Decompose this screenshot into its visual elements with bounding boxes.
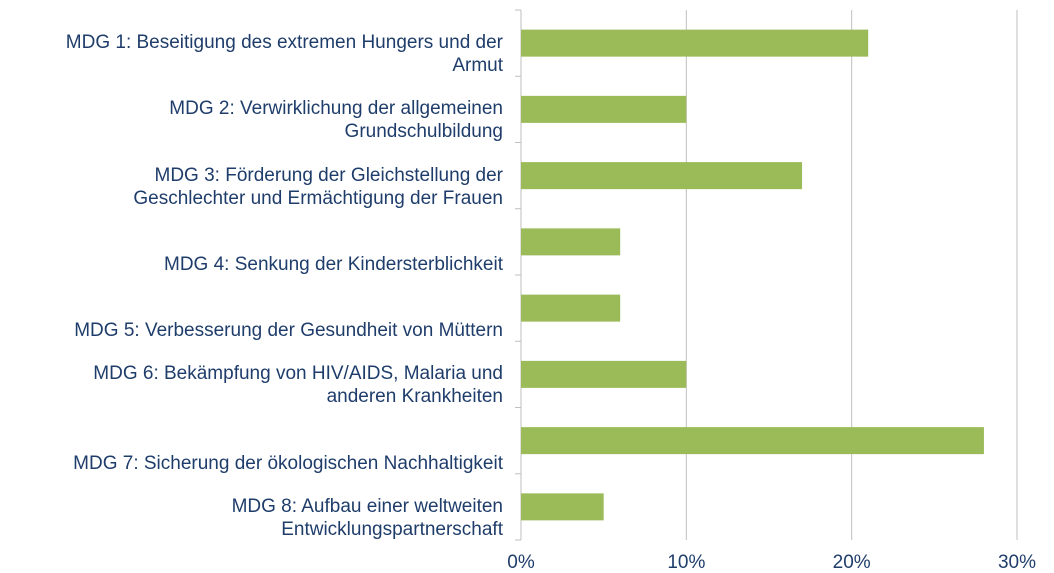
bar [521,360,687,388]
y-tick-label: MDG 1: Beseitigung des extremen Hungers … [65,32,503,77]
bar [521,29,869,57]
bar [521,294,621,322]
y-tick-label: MDG 5: Verbesserung der Gesundheit von M… [74,320,503,342]
bar [521,162,803,190]
bar [521,493,604,521]
y-tick-label: MDG 7: Sicherung der ökologischen Nachha… [73,452,503,474]
y-tick-label: MDG 3: Förderung der Gleichstellung der … [133,164,503,209]
y-tick-label: MDG 8: Aufbau einer weltweiten Entwicklu… [231,495,503,540]
bar [521,95,687,123]
y-tick-label: MDG 4: Senkung der Kindersterblichkeit [164,253,503,275]
x-tick-label: 20% [833,552,871,573]
x-tick-label: 10% [667,552,705,573]
x-tick-label: 30% [998,552,1036,573]
bar [521,427,984,455]
y-tick-label: MDG 2: Verwirklichung der allgemeinen Gr… [169,98,503,143]
bar [521,228,621,256]
x-tick-label: 0% [507,552,535,573]
y-tick-label: MDG 6: Bekämpfung von HIV/AIDS, Malaria … [93,363,503,408]
